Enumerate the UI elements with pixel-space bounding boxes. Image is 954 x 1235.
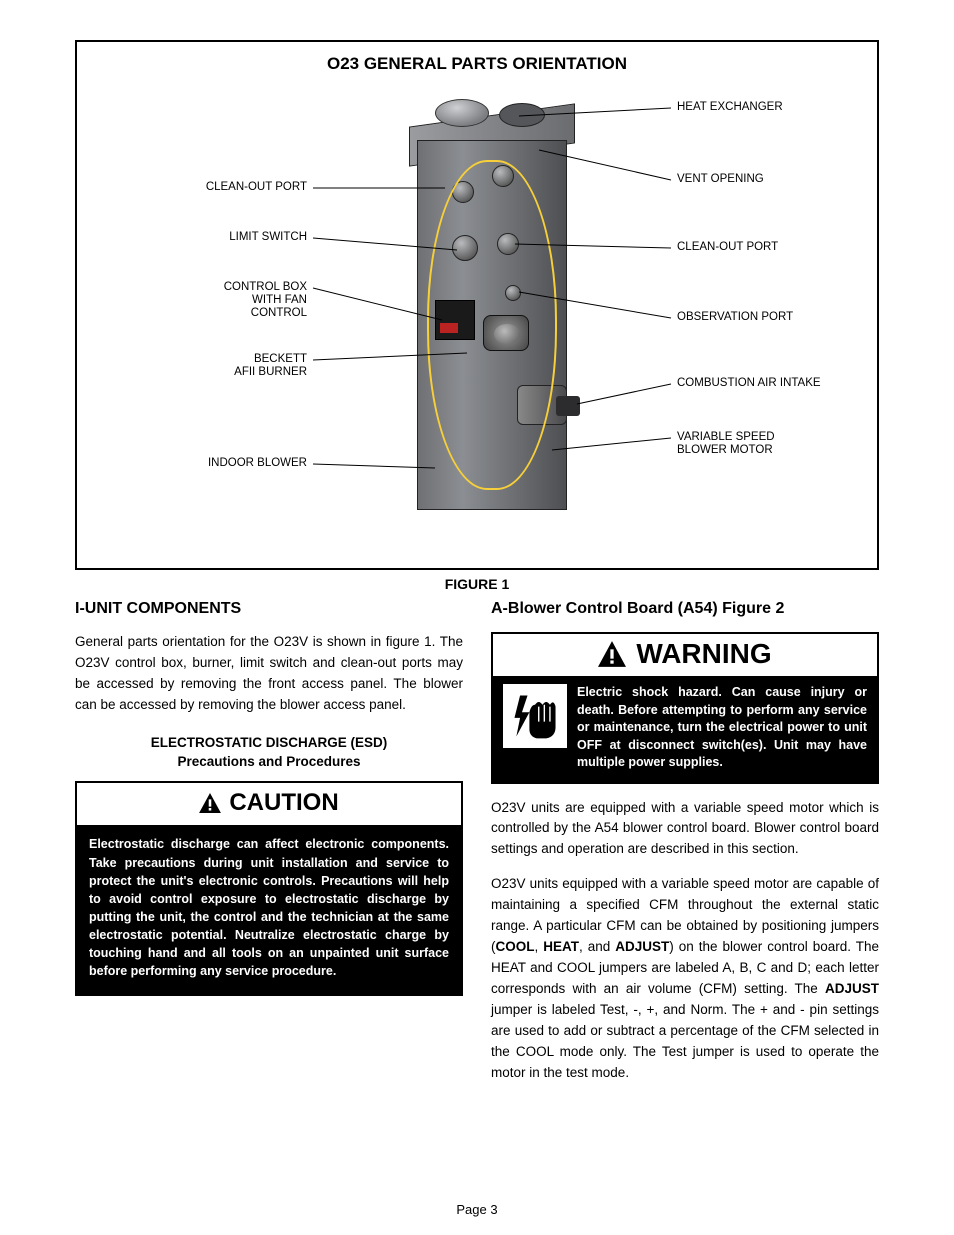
figure-title: O23 GENERAL PARTS ORIENTATION	[87, 54, 867, 74]
caution-title-text: CAUTION	[229, 789, 338, 817]
figure-caption: FIGURE 1	[75, 576, 879, 592]
warning-triangle-icon	[199, 793, 221, 813]
right-para2: O23V units equipped with a variable spee…	[491, 874, 879, 1083]
caution-box: CAUTION Electrostatic discharge can affe…	[75, 781, 463, 996]
warning-triangle-icon	[598, 641, 626, 667]
diagram-label: HEAT EXCHANGER	[677, 101, 783, 114]
caution-body: Electrostatic discharge can affect elect…	[77, 825, 461, 994]
left-column: I-UNIT COMPONENTS General parts orientat…	[75, 600, 463, 1097]
jumper-cool: COOL	[496, 939, 535, 954]
diagram-label: LIMIT SWITCH	[229, 231, 307, 244]
right-heading: A-Blower Control Board (A54) Figure 2	[491, 600, 879, 618]
left-heading: I-UNIT COMPONENTS	[75, 600, 463, 618]
figure-box: O23 GENERAL PARTS ORIENTATION CLEAN-OUT …	[75, 40, 879, 570]
esd-line1: ELECTROSTATIC DISCHARGE (ESD)	[151, 735, 388, 750]
warning-body-text: Electric shock hazard. Can cause injury …	[577, 684, 867, 772]
furnace-illustration	[397, 85, 587, 525]
diagram-label: INDOOR BLOWER	[208, 457, 307, 470]
columns: I-UNIT COMPONENTS General parts orientat…	[75, 600, 879, 1097]
right-column: A-Blower Control Board (A54) Figure 2 WA…	[491, 600, 879, 1097]
jumper-adjust2: ADJUST	[825, 981, 879, 996]
diagram-label: OBSERVATION PORT	[677, 311, 793, 324]
diagram-label: CONTROL BOXWITH FANCONTROL	[224, 281, 307, 321]
caution-title: CAUTION	[77, 783, 461, 825]
jumper-adjust: ADJUST	[615, 939, 669, 954]
right-para1: O23V units are equipped with a variable …	[491, 798, 879, 861]
esd-line2: Precautions and Procedures	[177, 754, 360, 769]
diagram-label: VENT OPENING	[677, 173, 764, 186]
electric-hand-icon	[503, 684, 567, 748]
diagram-label: COMBUSTION AIR INTAKE	[677, 377, 821, 390]
diagram-label: VARIABLE SPEEDBLOWER MOTOR	[677, 431, 775, 457]
page-number: Page 3	[0, 1202, 954, 1217]
warning-title: WARNING	[493, 634, 877, 676]
diagram-label: BECKETTAFII BURNER	[234, 353, 307, 379]
p2-post: jumper is labeled Test, -, +, and Norm. …	[491, 1002, 879, 1080]
diagram-area: CLEAN-OUT PORT LIMIT SWITCH CONTROL BOXWIT…	[87, 80, 867, 550]
jumper-heat: HEAT	[543, 939, 579, 954]
left-para1: General parts orientation for the O23V i…	[75, 632, 463, 716]
warning-title-text: WARNING	[636, 638, 771, 670]
esd-heading: ELECTROSTATIC DISCHARGE (ESD) Precaution…	[75, 734, 463, 772]
warning-body-row: Electric shock hazard. Can cause injury …	[493, 676, 877, 782]
diagram-label: CLEAN-OUT PORT	[677, 241, 778, 254]
diagram-label: CLEAN-OUT PORT	[206, 181, 307, 194]
warning-box: WARNING Electric shock hazard. Can cause…	[491, 632, 879, 784]
